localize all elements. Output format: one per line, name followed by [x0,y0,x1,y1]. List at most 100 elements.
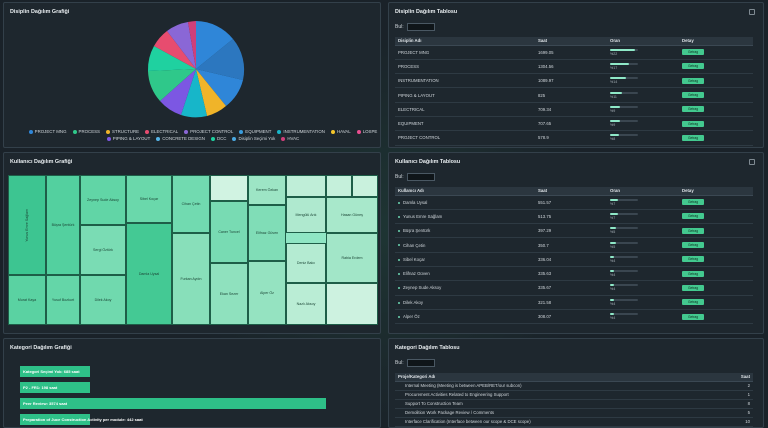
detail-button[interactable]: Getrag [682,77,704,84]
col-header[interactable]: Detay [679,37,753,46]
legend-item[interactable]: PROCESS [72,129,100,134]
table-row[interactable]: PIPING & LAYOUT 825 %11 Getrag [395,87,753,103]
legend-item[interactable]: HVAC [281,136,299,141]
treemap-cell[interactable]: Yunus Emre Sağlam [8,175,46,275]
col-header[interactable]: Oran [607,37,679,46]
treemap-cell[interactable] [286,175,326,197]
category-bar[interactable]: Peer Review: 3574 saat [20,398,326,409]
treemap-cell[interactable]: Ekan Sezer [210,263,248,325]
legend-item[interactable]: PROJECT CONTROL [184,129,233,134]
treemap-cell[interactable]: Rabia Erdem [326,233,378,283]
col-header[interactable]: Oran [607,187,679,196]
table-row[interactable]: Zeynep Sude Aksoy 335.67 %4 Getrag [395,280,753,296]
treemap-cell[interactable]: Dilek Akoy [80,275,126,325]
table-row[interactable]: Demolition Work Package Review / Comment… [395,408,753,418]
table-row[interactable]: Alper Öz 308.07 %4 Getrag [395,309,753,325]
detail-button[interactable]: Getrag [682,284,704,291]
pie-slice-project-control[interactable] [148,69,196,101]
detail-button[interactable]: Getrag [682,92,704,99]
category-bar[interactable]: Preparation of Juce Construction Activit… [20,414,143,425]
detail-button[interactable]: Getrag [682,256,704,263]
pie-slice-other[interactable] [188,21,196,69]
legend-item[interactable]: DCC [210,136,226,141]
treemap-cell[interactable]: Zeynep Sude Aksoy [80,175,126,225]
legend-item[interactable]: INSTRUMENTATION [277,129,325,134]
treemap-cell[interactable]: Hasan Güneş [326,197,378,233]
table-row[interactable]: INSTRUMENTATION 1089.97 %14 Getrag [395,73,753,89]
table-row[interactable]: EQUIPMENT 707.65 %9 Getrag [395,116,753,132]
col-header[interactable]: Detay [679,187,753,196]
legend-item[interactable]: ELECTRICAL [145,129,178,134]
col-header[interactable]: Saat [535,187,607,196]
treemap-cell[interactable]: Caner Tuncel [210,201,248,263]
treemap-cell[interactable] [352,175,378,197]
table-row[interactable]: Interface Clarification (Interface betwe… [395,417,753,427]
search-input[interactable] [406,173,435,181]
category-bar[interactable]: P2 - FR1: 198 saat [20,382,90,393]
detail-button[interactable]: Getrag [682,199,704,206]
detail-button[interactable]: Getrag [682,227,704,234]
treemap-cell[interactable] [210,175,248,201]
treemap-cell[interactable]: Büşra Şentürk [46,175,80,275]
legend-item[interactable]: LOSPE [356,129,377,134]
table-row[interactable]: Support To Construction Team 8 [395,399,753,409]
treemap-cell[interactable]: Yusuf Bozkurt [46,275,80,325]
col-header[interactable]: Disiplin Adı [395,37,535,46]
pie-slice-process[interactable] [196,39,245,80]
col-header[interactable]: Kullanıcı Adı [395,187,535,196]
treemap-cell[interactable]: Alper Öz [248,261,286,325]
detail-button[interactable]: Getrag [682,63,704,70]
pie-slice-dcc[interactable] [147,46,196,71]
treemap-cell[interactable]: Cihan Çetin [172,175,210,233]
table-row[interactable]: Internal Meeting (Meeting is between APE… [395,381,753,391]
treemap-cell[interactable]: Kerem Özkan [248,175,286,205]
treemap-cell[interactable]: Nazlı Aksoy [286,283,326,325]
detail-button[interactable]: Getrag [682,49,704,56]
legend-item[interactable]: CONCRETE DESIGN [156,136,205,141]
table-row[interactable]: PROJECT MNG 1699.05 %22 Getrag [395,45,753,60]
detail-button[interactable]: Getrag [682,120,704,127]
table-row[interactable]: PROCESS 1304.56 %17 Getrag [395,59,753,75]
detail-button[interactable]: Getrag [682,106,704,113]
legend-item[interactable]: PROJECT MNG [28,129,67,134]
legend-item[interactable]: PIPING & LAYOUT [106,136,150,141]
pie-slice-piping[interactable] [196,69,226,116]
legend-item[interactable]: Disiplin Seçimi Yok [232,136,275,141]
treemap-cell[interactable]: Furkan Aydın [172,233,210,325]
search-input[interactable] [406,359,435,367]
table-row[interactable]: Procurement Activities Related to Engine… [395,390,753,400]
table-row[interactable]: Elifnaz Güven 335.63 %4 Getrag [395,266,753,282]
search-input[interactable] [406,23,435,31]
table-row[interactable]: ELECTRICAL 709.34 %9 Getrag [395,102,753,117]
table-row[interactable]: Yunus Emre Sağlam 513.75 %7 Getrag [395,209,753,225]
legend-item[interactable]: STRUCTURE [106,129,139,134]
col-header[interactable]: Saat [535,37,607,46]
detail-button[interactable]: Getrag [682,270,704,277]
col-header[interactable]: Saat [717,373,753,382]
detail-button[interactable]: Getrag [682,134,704,141]
pie-slice-project-mng[interactable] [196,21,233,69]
detail-button[interactable]: Getrag [682,242,704,249]
detail-button[interactable]: Getrag [682,213,704,220]
treemap-cell[interactable]: Mengülü Arık [286,197,326,233]
col-header[interactable]: Proje/Kategori Adı [395,373,718,382]
pie-slice-electrical[interactable] [181,69,207,118]
table-row[interactable]: Büşra Şentürk 397.29 %5 Getrag [395,223,753,239]
treemap-cell[interactable]: Damla Uysal [126,223,172,325]
pie-slice-concrete[interactable] [167,22,196,69]
treemap-cell[interactable] [326,283,378,325]
table-row[interactable]: Cihan Çetin 350.7 %5 Getrag [395,237,753,253]
table-row[interactable]: Sibel Koçar 336.04 %4 Getrag [395,252,753,267]
pie-slice-hvac[interactable] [154,31,196,69]
legend-item[interactable]: HAVAL [330,129,351,134]
treemap-cell[interactable]: Elifnaz Güven [248,205,286,261]
pie-slice-equipment[interactable] [160,69,196,115]
treemap-cell[interactable] [326,175,352,197]
table-row[interactable]: PROJECT CONTROL 578.9 %8 Getrag [395,130,753,146]
legend-item[interactable]: EQUIPMENT [239,129,271,134]
expand-icon[interactable] [749,159,755,165]
detail-button[interactable]: Getrag [682,299,704,306]
treemap-cell[interactable]: Murat Kaya [8,275,46,325]
table-row[interactable]: Damla Uysal 551.57 %7 Getrag [395,195,753,210]
detail-button[interactable]: Getrag [682,313,704,320]
